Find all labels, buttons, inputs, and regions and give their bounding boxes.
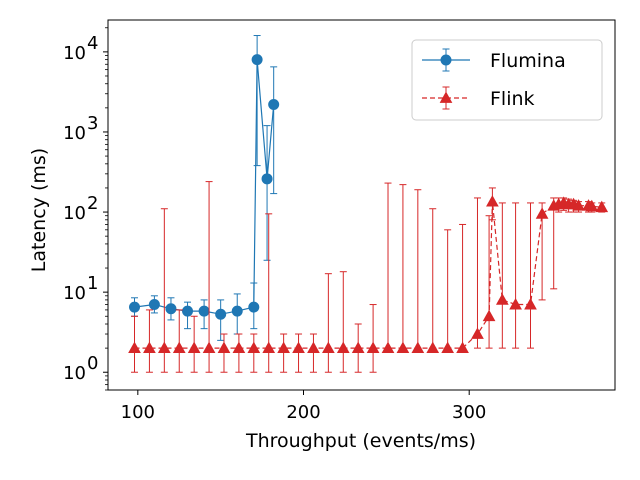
axes-layer xyxy=(107,19,616,391)
flumina-marker xyxy=(165,303,177,315)
series-flink xyxy=(128,181,609,373)
series-layer xyxy=(128,35,609,373)
flink-marker xyxy=(411,341,425,354)
y-tick-label: 10 xyxy=(63,203,86,224)
y-tick-label: 10 xyxy=(63,123,86,144)
flumina-marker xyxy=(182,305,194,317)
flumina-marker xyxy=(215,308,227,320)
flumina-marker xyxy=(198,305,210,317)
y-tick-exponent: 2 xyxy=(87,193,98,214)
flink-marker xyxy=(307,341,320,354)
flumina-marker xyxy=(248,301,260,313)
flink-marker xyxy=(202,341,216,354)
flink-marker xyxy=(595,200,609,213)
legend-flink-label: Flink xyxy=(490,88,535,110)
flink-marker xyxy=(396,341,410,354)
flink-marker xyxy=(247,341,261,354)
flink-marker xyxy=(495,293,509,305)
legend-items: Flumina Flink xyxy=(422,48,566,110)
flumina-marker xyxy=(231,305,243,317)
flink-marker xyxy=(277,341,290,354)
x-tick-label: 300 xyxy=(452,402,486,423)
y-tick-label: 10 xyxy=(63,43,86,64)
flumina-marker xyxy=(261,173,273,185)
flink-marker xyxy=(471,327,484,339)
y-tick-exponent: 3 xyxy=(87,113,98,134)
flink-marker xyxy=(232,341,246,354)
flumina-marker xyxy=(129,301,141,313)
flink-marker xyxy=(336,341,350,354)
flink-marker xyxy=(535,207,549,219)
flink-marker xyxy=(572,199,585,211)
legend: Flumina Flink xyxy=(411,39,603,121)
flink-marker xyxy=(524,298,537,310)
flink-marker xyxy=(482,309,496,322)
x-tick-label: 100 xyxy=(121,402,155,423)
flumina-marker xyxy=(148,299,160,311)
flumina-marker xyxy=(268,99,280,111)
flink-marker xyxy=(381,341,395,354)
flink-marker xyxy=(441,341,455,354)
y-tick-label: 10 xyxy=(63,363,86,384)
flink-marker xyxy=(426,341,440,354)
flink-marker xyxy=(351,341,365,354)
y-tick-label: 10 xyxy=(63,283,86,304)
flink-marker xyxy=(262,341,276,354)
flink-marker xyxy=(585,199,599,212)
legend-flink-marker xyxy=(439,91,453,103)
flink-marker xyxy=(217,341,231,354)
flink-marker xyxy=(509,298,522,310)
y-tick-exponent: 1 xyxy=(87,273,98,294)
flink-marker xyxy=(456,341,469,354)
flink-marker xyxy=(128,341,141,354)
x-tick-label: 200 xyxy=(286,402,320,423)
legend-flumina-marker xyxy=(440,54,452,66)
flink-marker xyxy=(172,341,186,354)
flink-marker xyxy=(187,341,201,354)
flink-marker xyxy=(486,195,499,207)
plot-frame xyxy=(107,19,616,391)
flink-marker xyxy=(157,341,171,354)
flink-marker xyxy=(322,341,335,354)
flink-marker xyxy=(143,341,156,354)
y-tick-exponent: 0 xyxy=(87,353,98,374)
y-tick-exponent: 4 xyxy=(87,33,98,54)
legend-flumina-label: Flumina xyxy=(490,50,566,72)
flink-marker xyxy=(366,341,380,354)
flumina-marker xyxy=(251,54,263,66)
y-axis-label: Latency (ms) xyxy=(28,148,50,272)
flink-marker xyxy=(292,341,305,354)
x-axis-label: Throughput (events/ms) xyxy=(245,430,476,452)
